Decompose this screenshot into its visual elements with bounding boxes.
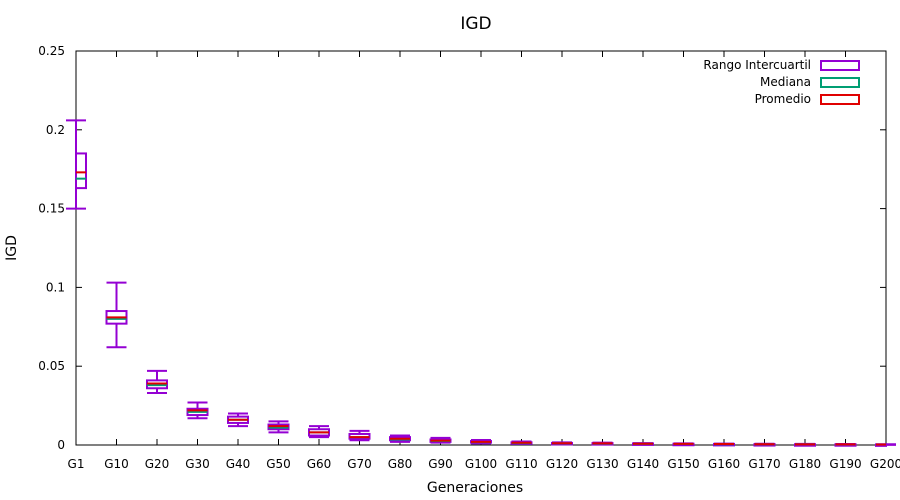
x-tick-label: G10	[104, 457, 129, 471]
box-g190	[834, 443, 857, 447]
x-tick-label: G190	[829, 457, 861, 471]
x-tick-label: G100	[465, 457, 497, 471]
box-g40	[227, 412, 249, 428]
x-tick-label: G20	[145, 457, 170, 471]
y-tick-label: 0.15	[38, 202, 65, 216]
box-g60	[308, 425, 330, 439]
x-tick-label: G60	[307, 457, 332, 471]
interquartile-box	[75, 152, 87, 190]
box-g110	[510, 440, 533, 445]
y-axis: 0 0.05 0.1 0.15 0.2 0.25	[38, 44, 886, 452]
x-tick-label: G150	[667, 457, 699, 471]
box-g70	[348, 429, 371, 442]
box-series	[66, 119, 896, 447]
box-g130	[591, 441, 614, 446]
box-g100	[470, 438, 492, 445]
x-tick-label: G50	[266, 457, 291, 471]
y-tick-label: 0	[57, 438, 65, 452]
x-axis-label: Generaciones	[427, 480, 523, 496]
box-g170	[753, 442, 776, 447]
x-tick-label: G180	[789, 457, 821, 471]
x-tick-label: G1	[68, 457, 85, 471]
x-tick-label: G140	[627, 457, 659, 471]
x-axis: G1 G10 G20 G30 G40 G50 G60 G70 G80 G90 G100 G110 G12…	[68, 51, 900, 471]
legend-swatch	[820, 77, 860, 88]
box-g150	[672, 442, 695, 447]
x-tick-label: G80	[388, 457, 413, 471]
y-tick-label: 0.1	[46, 280, 65, 294]
box-g140	[632, 442, 654, 446]
box-g80	[389, 434, 411, 443]
legend-swatch	[820, 60, 860, 71]
chart-title: IGD	[460, 14, 491, 34]
legend-swatch	[820, 94, 860, 105]
legend-label: Mediana	[760, 75, 811, 89]
box-g10	[105, 281, 128, 349]
x-tick-label: G70	[347, 457, 372, 471]
y-tick-label: 0.05	[38, 359, 65, 373]
x-tick-label: G200	[870, 457, 900, 471]
x-tick-label: G30	[185, 457, 210, 471]
legend: Rango Intercuartil Mediana Promedio	[703, 58, 860, 106]
x-tick-label: G130	[586, 457, 618, 471]
box-g160	[713, 442, 735, 447]
plot-frame	[75, 50, 887, 446]
box-g200	[875, 443, 896, 447]
box-g30	[186, 401, 209, 420]
y-axis-label: IGD	[4, 235, 20, 261]
y-tick-label: 0.2	[46, 123, 65, 137]
x-tick-label: G120	[546, 457, 578, 471]
x-tick-label: G170	[748, 457, 780, 471]
box-g50	[267, 420, 290, 434]
x-tick-label: G110	[505, 457, 537, 471]
box-g1	[66, 119, 87, 210]
legend-item-mediana: Mediana	[760, 75, 860, 89]
legend-item-rango-intercuartil: Rango Intercuartil	[703, 58, 860, 72]
box-g180	[794, 442, 816, 447]
x-tick-label: G90	[428, 457, 453, 471]
legend-label: Promedio	[755, 92, 811, 106]
x-tick-label: G160	[708, 457, 740, 471]
x-tick-label: G40	[226, 457, 251, 471]
box-g20	[146, 369, 168, 394]
box-g90	[429, 436, 452, 444]
box-g120	[551, 441, 573, 446]
legend-label: Rango Intercuartil	[703, 58, 811, 72]
y-tick-label: 0.25	[38, 44, 65, 58]
legend-item-promedio: Promedio	[755, 92, 860, 106]
